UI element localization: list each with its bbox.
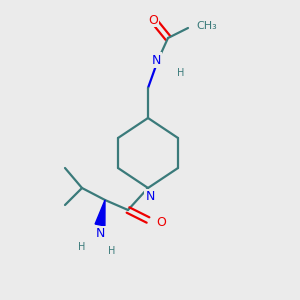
Text: N: N <box>95 227 105 240</box>
Polygon shape <box>95 200 105 226</box>
Text: CH₃: CH₃ <box>196 21 217 31</box>
Text: O: O <box>156 215 166 229</box>
Text: H: H <box>78 242 86 252</box>
Text: N: N <box>145 190 155 203</box>
Text: O: O <box>148 14 158 26</box>
Text: H: H <box>108 246 116 256</box>
Text: H: H <box>177 68 184 78</box>
Text: N: N <box>151 53 161 67</box>
